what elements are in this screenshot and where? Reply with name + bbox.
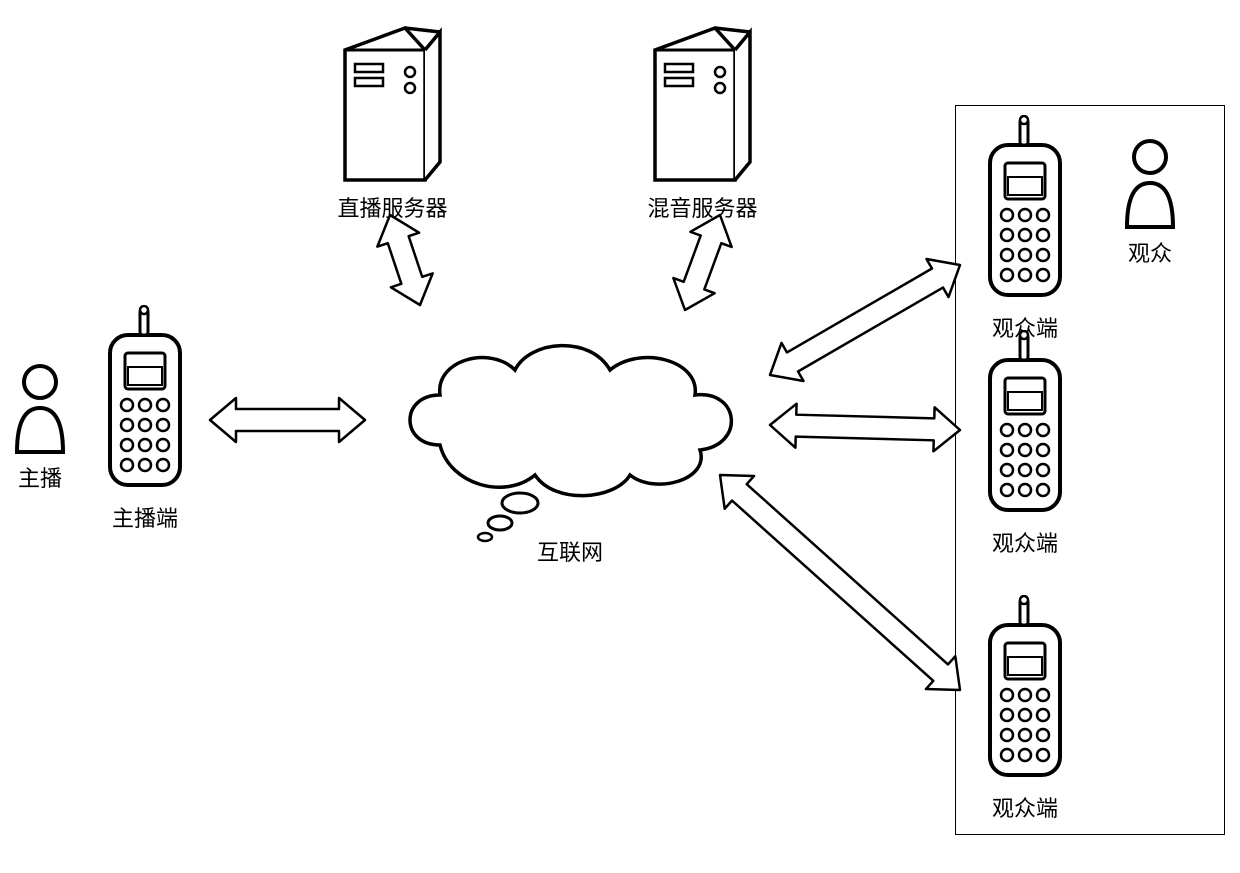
double-arrow (377, 215, 432, 305)
person-icon (5, 360, 75, 455)
double-arrow (210, 398, 365, 442)
mix-server-label: 混音服务器 (647, 191, 757, 223)
phone-icon (95, 305, 195, 495)
server-icon (645, 20, 760, 185)
audience-phone-3: 观众端 (975, 595, 1075, 823)
audience-phone-1: 观众端 (975, 115, 1075, 343)
audience-label: 观众 (1128, 236, 1172, 268)
person-icon (1115, 135, 1185, 230)
server-icon (335, 20, 450, 185)
phone-icon (975, 595, 1075, 785)
double-arrow (770, 259, 960, 381)
audience-phone-label: 观众端 (992, 791, 1058, 823)
audience-phone-label: 观众端 (992, 526, 1058, 558)
internet-cloud: 互联网 (380, 325, 760, 567)
internet-label: 互联网 (537, 535, 603, 567)
double-arrow (770, 404, 960, 452)
anchor-label: 主播 (18, 461, 62, 493)
live-server: 直播服务器 (335, 20, 450, 223)
anchor-person: 主播 (5, 360, 75, 493)
anchor-phone: 主播端 (95, 305, 195, 533)
phone-icon (975, 330, 1075, 520)
mix-server: 混音服务器 (645, 20, 760, 223)
anchor-phone-label: 主播端 (112, 501, 178, 533)
cloud-icon (380, 325, 760, 545)
phone-icon (975, 115, 1075, 305)
double-arrow (673, 215, 731, 310)
audience-phone-2: 观众端 (975, 330, 1075, 558)
audience-person: 观众 (1115, 135, 1185, 268)
live-server-label: 直播服务器 (337, 191, 447, 223)
